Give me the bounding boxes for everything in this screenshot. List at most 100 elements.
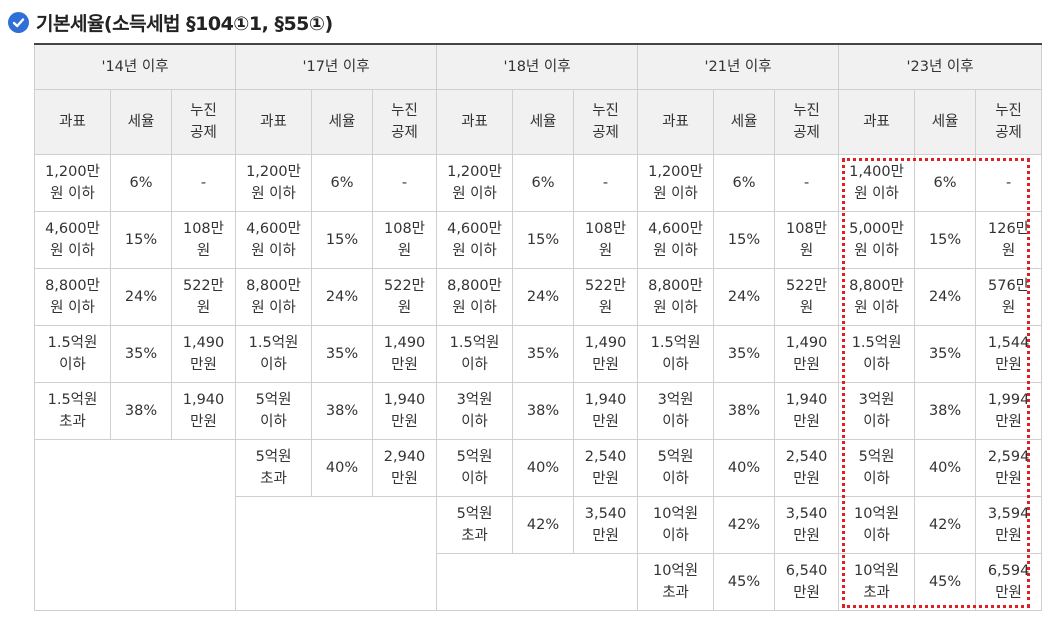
cell-deduction: 1,544 만원	[975, 325, 1043, 383]
cell-base: 8,800만 원 이하	[34, 268, 111, 326]
cell-value: 1.5억원 초과	[47, 392, 98, 430]
cell-value: 40%	[325, 460, 359, 476]
empty-block	[436, 553, 639, 611]
cell-value: -	[401, 175, 408, 191]
column-header-label: 세율	[730, 114, 758, 130]
cell-value: 8,800만 원 이하	[45, 278, 100, 316]
cell-value: 10억원 이하	[652, 506, 699, 544]
cell-value: 24%	[124, 289, 158, 305]
cell-value: 126만 원	[988, 221, 1030, 259]
column-header-deduction: 누진 공제	[573, 89, 639, 155]
cell-deduction: 1,490 만원	[372, 325, 438, 383]
cell-base: 8,800만 원 이하	[235, 268, 313, 326]
cell-deduction: -	[372, 154, 438, 212]
cell-base: 10억원 이하	[838, 496, 916, 554]
cell-rate: 42%	[713, 496, 776, 554]
cell-rate: 15%	[110, 211, 172, 269]
cell-rate: 40%	[512, 439, 575, 497]
cell-value: 10억원 이하	[853, 506, 900, 544]
cell-value: 24%	[928, 289, 962, 305]
column-header-base: 과표	[838, 89, 916, 155]
cell-value: 1.5억원 이하	[248, 335, 299, 373]
cell-rate: 15%	[914, 211, 977, 269]
cell-deduction: 576만 원	[975, 268, 1043, 326]
cell-value: -	[803, 175, 810, 191]
cell-base: 3억원 이하	[436, 382, 514, 440]
cell-value: 1,544 만원	[987, 335, 1030, 373]
cell-rate: 24%	[713, 268, 776, 326]
column-header-row: 과표 세율 누진 공제 과표 세율 누진 공제 과표 세율 누진 공제 과표 세율 누진 공제 과표 세율…	[34, 89, 1043, 155]
cell-base: 3억원 이하	[838, 382, 916, 440]
cell-value: 1,200만 원 이하	[246, 164, 301, 202]
cell-deduction: 126만 원	[975, 211, 1043, 269]
cell-rate: 15%	[512, 211, 575, 269]
cell-base: 10억원 초과	[637, 553, 715, 611]
cell-rate: 15%	[713, 211, 776, 269]
cell-deduction: 1,940 만원	[573, 382, 639, 440]
column-header-deduction: 누진 공제	[975, 89, 1043, 155]
cell-base: 5억원 이하	[838, 439, 916, 497]
cell-value: 1,940 만원	[584, 392, 627, 430]
cell-value: 5억원 초과	[255, 449, 292, 487]
cell-value: 6%	[531, 175, 555, 191]
cell-value: 1.5억원 이하	[650, 335, 701, 373]
cell-base: 1.5억원 이하	[34, 325, 111, 383]
cell-value: 6%	[732, 175, 756, 191]
cell-base: 3억원 이하	[637, 382, 715, 440]
cell-rate: 38%	[713, 382, 776, 440]
cell-value: 8,800만 원 이하	[246, 278, 301, 316]
table-row: 8,800만 원 이하 24% 522만 원 8,800만 원 이하 24% 522만 원…	[34, 268, 1043, 326]
cell-deduction: 108만 원	[573, 211, 639, 269]
cell-value: 15%	[526, 232, 560, 248]
cell-value: 45%	[727, 574, 761, 590]
table-row: 1,200만 원 이하 6% - 1,200만 원 이하 6% - 1,200만 원 이하 6…	[34, 154, 1043, 212]
cell-rate: 38%	[311, 382, 374, 440]
cell-base: 4,600만 원 이하	[637, 211, 715, 269]
cell-rate: 24%	[512, 268, 575, 326]
cell-base: 5억원 초과	[436, 496, 514, 554]
cell-value: 1,200만 원 이하	[45, 164, 100, 202]
cell-rate: 40%	[311, 439, 374, 497]
cell-value: 108만 원	[585, 221, 627, 259]
column-header-base: 과표	[436, 89, 514, 155]
cell-value: 3,594 만원	[987, 506, 1030, 544]
cell-value: 5억원 이하	[657, 449, 694, 487]
cell-base: 1.5억원 이하	[436, 325, 514, 383]
cell-rate: 15%	[311, 211, 374, 269]
cell-base: 8,800만 원 이하	[838, 268, 916, 326]
cell-rate: 6%	[713, 154, 776, 212]
cell-value: 35%	[526, 346, 560, 362]
cell-deduction: -	[975, 154, 1043, 212]
cell-value: 576만 원	[988, 278, 1030, 316]
cell-value: 1,994 만원	[987, 392, 1030, 430]
cell-base: 1,200만 원 이하	[436, 154, 514, 212]
cell-value: 6,594 만원	[987, 563, 1030, 601]
cell-value: 1,940 만원	[383, 392, 426, 430]
cell-rate: 40%	[914, 439, 977, 497]
cell-value: 24%	[526, 289, 560, 305]
cell-deduction: 522만 원	[573, 268, 639, 326]
cell-rate: 45%	[713, 553, 776, 611]
cell-deduction: 1,490 만원	[774, 325, 840, 383]
empty-block	[33, 439, 237, 611]
cell-rate: 45%	[914, 553, 977, 611]
check-circle-icon	[8, 11, 29, 33]
cell-value: 2,540 만원	[584, 449, 627, 487]
cell-value: 108만 원	[384, 221, 426, 259]
cell-value: 42%	[928, 517, 962, 533]
cell-value: 40%	[928, 460, 962, 476]
period-header-row: '14년 이후 '17년 이후 '18년 이후 '21년 이후 '23년 이후	[33, 43, 1043, 90]
cell-value: 45%	[928, 574, 962, 590]
cell-value: 38%	[727, 403, 761, 419]
cell-value: 15%	[124, 232, 158, 248]
cell-rate: 6%	[311, 154, 374, 212]
cell-deduction: 3,594 만원	[975, 496, 1043, 554]
column-header-label: 누진 공제	[793, 103, 820, 141]
cell-value: 15%	[928, 232, 962, 248]
cell-deduction: 1,940 만원	[774, 382, 840, 440]
cell-deduction: 1,490 만원	[170, 325, 237, 383]
cell-value: 15%	[325, 232, 359, 248]
cell-value: 35%	[124, 346, 158, 362]
cell-deduction: 108만 원	[774, 211, 840, 269]
cell-value: 40%	[727, 460, 761, 476]
